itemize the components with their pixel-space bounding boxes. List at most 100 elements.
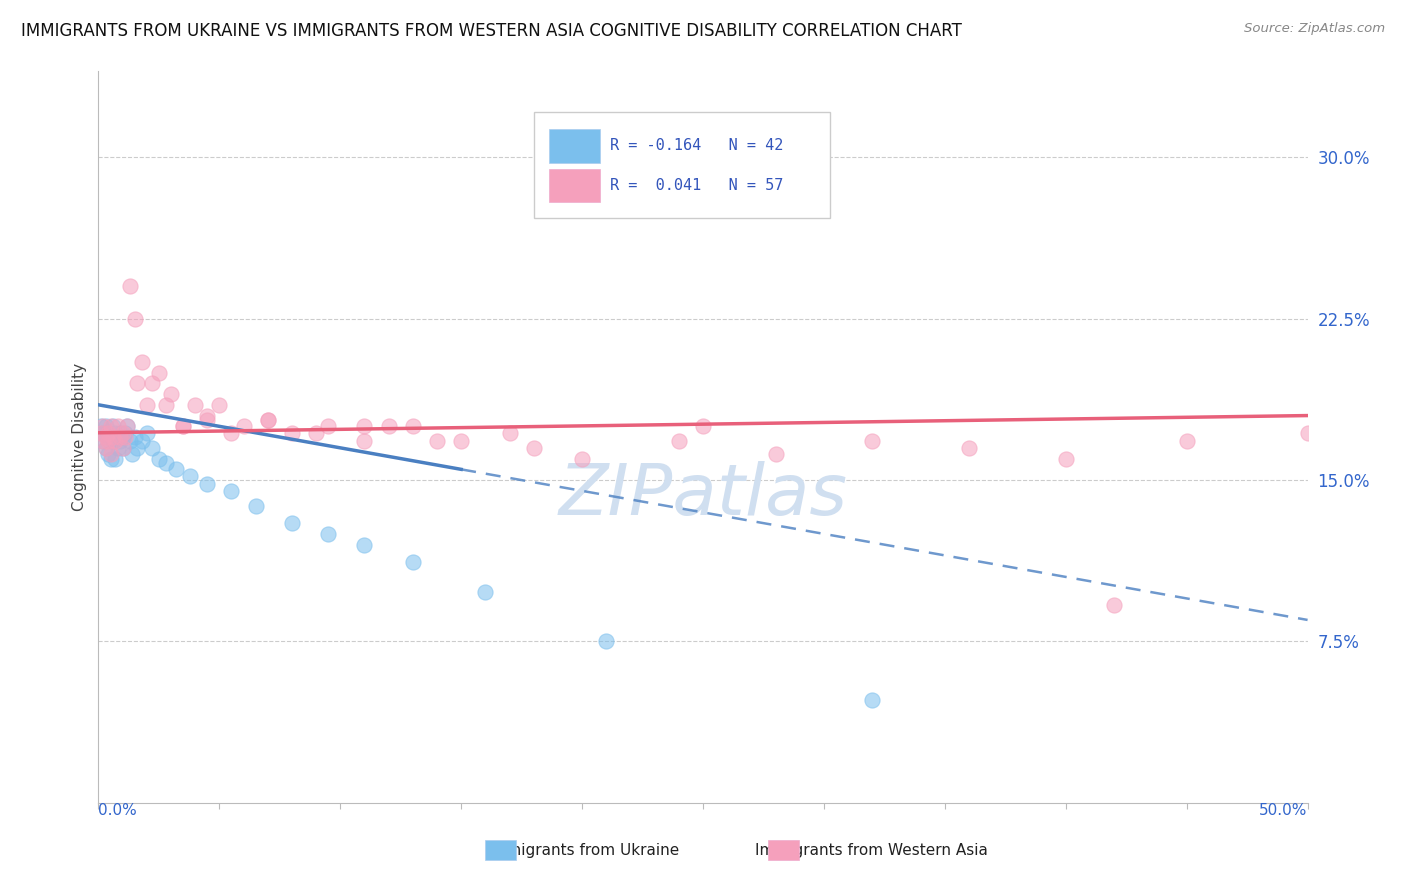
Point [765,447,787,461]
Text: 0.0%: 0.0% [98,803,138,818]
Point [172,419,194,434]
Point [957,441,980,455]
Point [1175,434,1198,449]
Point [90,425,112,440]
Point [353,419,375,434]
Point [160,387,183,401]
Point [131,355,153,369]
Point [97,425,120,440]
Point [316,527,339,541]
Point [114,425,136,440]
Point [195,477,218,491]
Point [195,413,218,427]
Point [124,311,146,326]
Point [101,434,124,449]
Point [245,499,267,513]
Point [118,279,141,293]
Point [114,430,136,444]
Point [141,441,163,455]
Point [305,425,328,440]
Point [402,555,425,569]
Text: Immigrants from Ukraine: Immigrants from Ukraine [488,843,679,858]
Point [426,434,449,449]
Text: 50.0%: 50.0% [1260,803,1308,818]
Point [104,425,127,440]
Point [94,419,117,434]
Point [155,456,177,470]
Point [100,451,122,466]
Point [221,425,243,440]
Y-axis label: Cognitive Disability: Cognitive Disability [72,363,87,511]
FancyBboxPatch shape [534,112,830,218]
Point [111,425,134,440]
Text: R =  0.041   N = 57: R = 0.041 N = 57 [610,178,783,193]
Point [111,441,134,455]
Point [571,451,593,466]
Point [107,419,129,434]
Point [111,430,134,444]
Point [91,425,114,440]
Point [135,425,157,440]
Point [165,462,187,476]
Point [353,434,375,449]
Text: IMMIGRANTS FROM UKRAINE VS IMMIGRANTS FROM WESTERN ASIA COGNITIVE DISABILITY COR: IMMIGRANTS FROM UKRAINE VS IMMIGRANTS FR… [21,22,962,40]
Point [208,398,231,412]
Point [692,419,714,434]
Point [402,419,425,434]
Point [127,376,149,391]
Point [281,516,304,530]
Point [256,413,278,427]
Point [450,434,472,449]
Point [353,538,375,552]
Point [474,585,496,599]
Point [141,376,163,391]
Point [179,468,201,483]
Point [94,441,117,455]
Point [172,419,194,434]
Point [121,447,143,461]
Point [148,451,170,466]
Point [108,425,131,440]
Point [281,425,304,440]
Point [100,430,122,444]
Point [155,398,177,412]
Point [595,634,617,648]
Point [90,419,112,434]
Point [127,441,149,455]
Point [111,441,134,455]
Point [860,692,883,706]
Point [91,419,114,434]
FancyBboxPatch shape [550,129,600,163]
Point [104,451,127,466]
Point [91,434,114,449]
Point [1054,451,1077,466]
Point [100,419,122,434]
Point [377,419,399,434]
Point [316,419,339,434]
Point [860,434,883,449]
Point [97,425,120,440]
Text: Source: ZipAtlas.com: Source: ZipAtlas.com [1244,22,1385,36]
Point [101,419,124,434]
Point [107,441,129,455]
Point [117,419,139,434]
Point [101,430,124,444]
Point [108,434,131,449]
FancyBboxPatch shape [550,169,600,202]
Point [148,366,170,380]
Point [523,441,546,455]
Point [135,398,157,412]
Point [97,434,120,449]
Text: ZIPatlas: ZIPatlas [558,461,848,530]
Point [97,447,120,461]
Point [1296,425,1319,440]
Point [117,419,139,434]
Point [104,434,127,449]
Point [108,430,131,444]
Point [91,434,114,449]
Point [94,441,117,455]
Text: Immigrants from Western Asia: Immigrants from Western Asia [755,843,988,858]
Point [221,483,243,498]
Point [668,434,690,449]
Point [195,409,218,423]
